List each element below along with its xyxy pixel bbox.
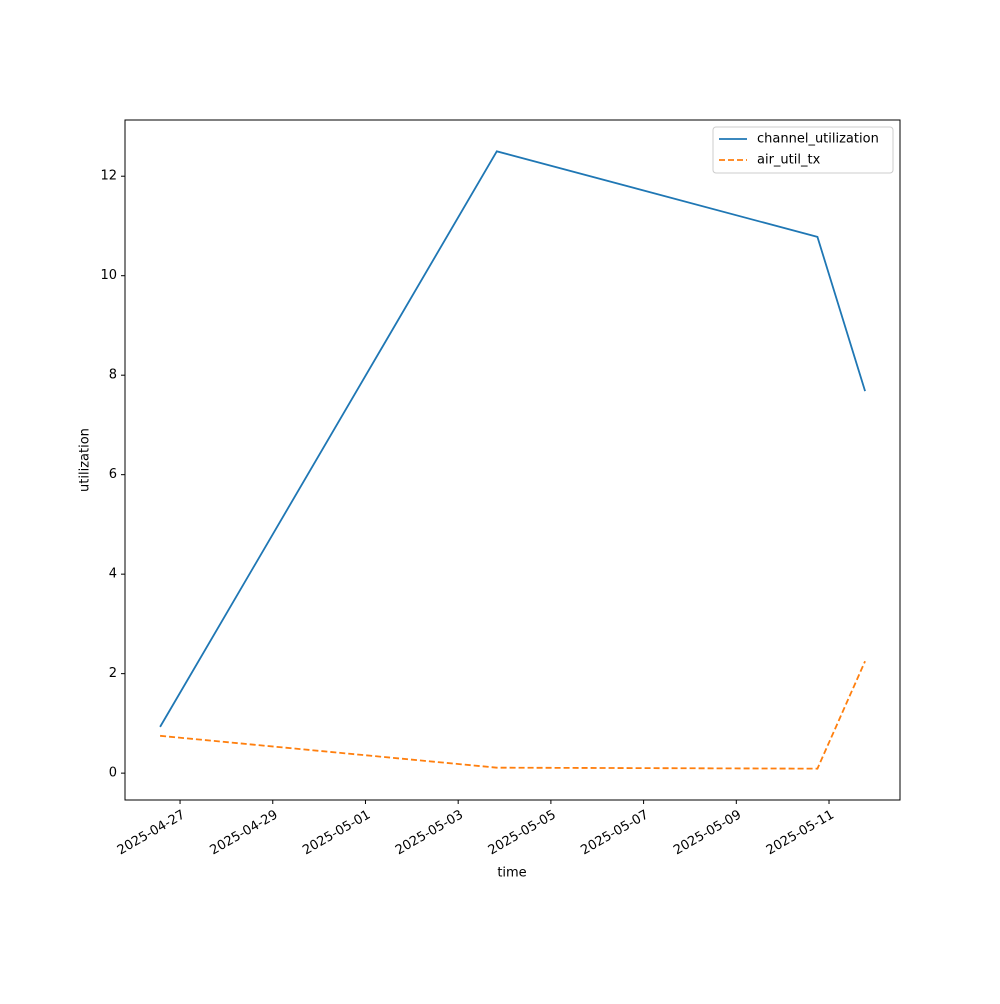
y-axis-label: utilization (78, 428, 93, 492)
y-tick-label: 0 (109, 766, 117, 781)
legend-label: channel_utilization (757, 132, 879, 147)
y-tick-label: 4 (109, 567, 117, 582)
y-tick-label: 6 (109, 467, 117, 482)
legend: channel_utilization air_util_tx (712, 126, 894, 174)
series-line (159, 150, 866, 728)
plot-frame (124, 119, 901, 801)
y-tick-label: 8 (109, 368, 117, 383)
legend-box (712, 126, 894, 174)
legend-label: air_util_tx (757, 153, 821, 168)
y-tick-label: 12 (100, 169, 117, 184)
y-tick-label: 10 (100, 268, 117, 283)
x-axis-label: time (497, 866, 526, 881)
y-tick-label: 2 (109, 666, 117, 681)
series-line (160, 660, 866, 770)
